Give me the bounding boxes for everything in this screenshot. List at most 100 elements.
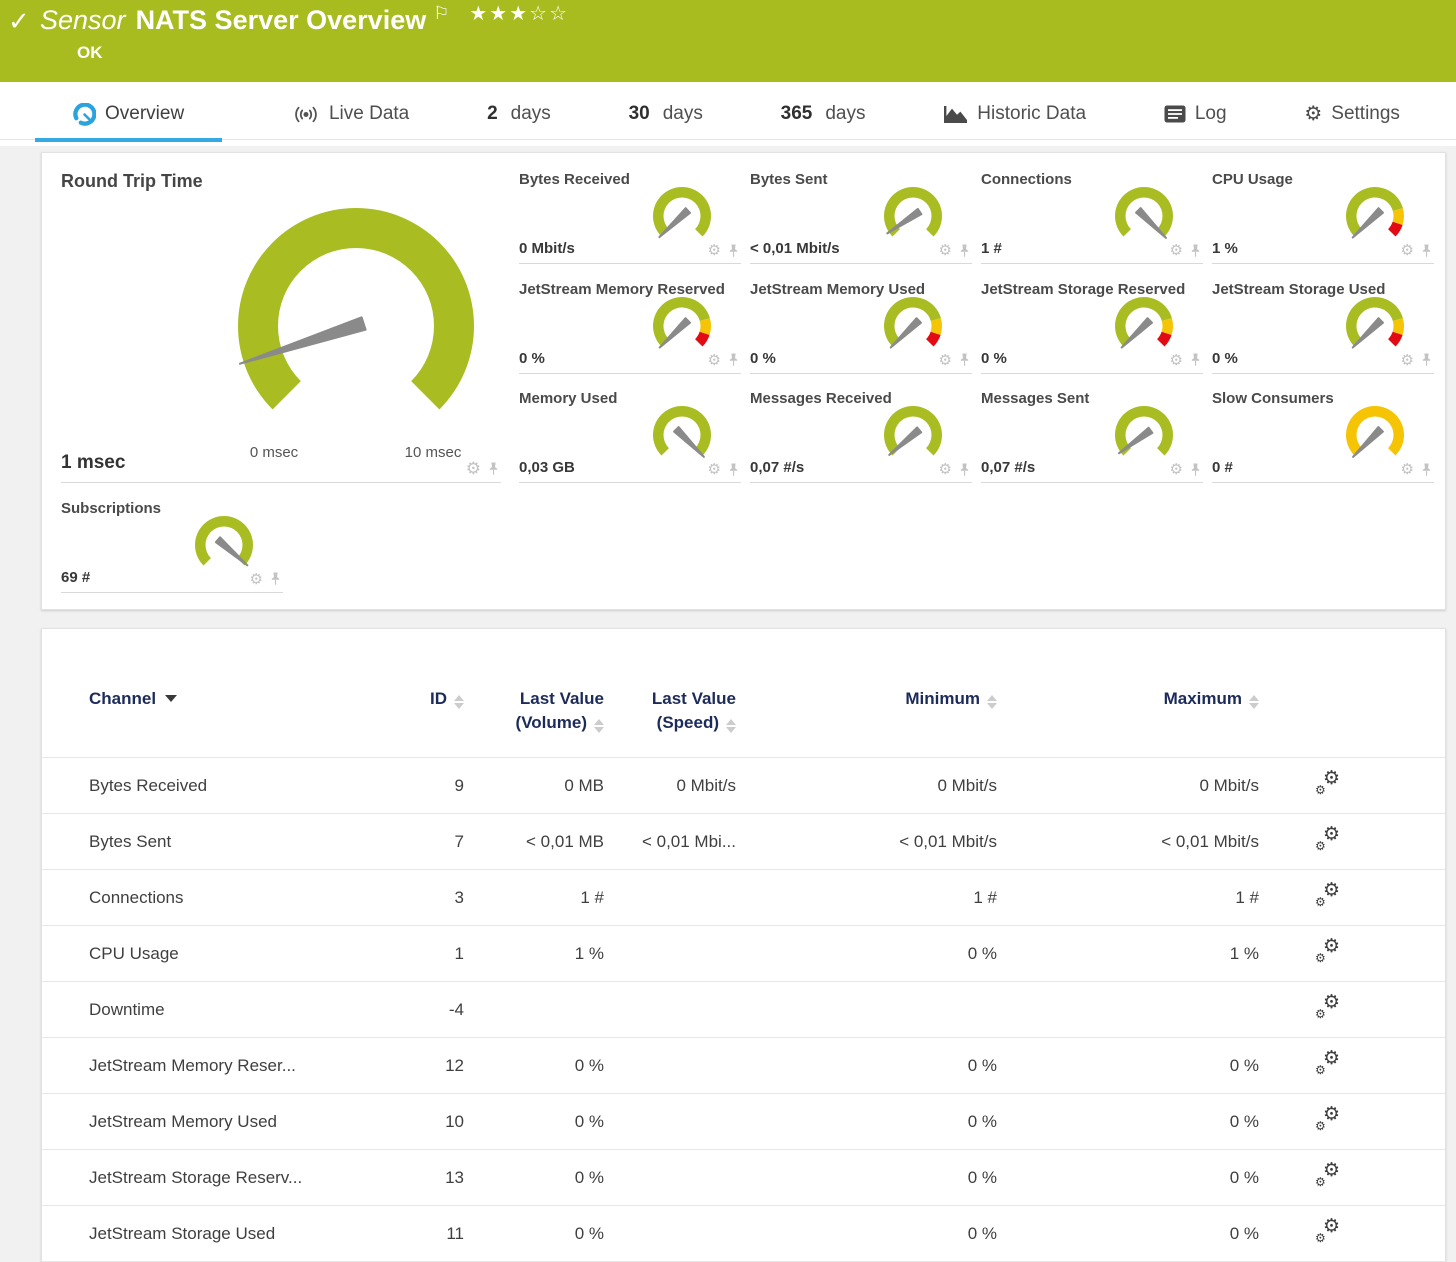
cell-actions: ⚙⚙: [1259, 1150, 1445, 1206]
pin-icon[interactable]: [488, 462, 499, 476]
channel-settings-gears-icon[interactable]: ⚙⚙: [1316, 996, 1340, 1018]
channel-gear-icon[interactable]: ⚙: [1401, 243, 1414, 258]
channel-gear-icon[interactable]: ⚙: [1170, 243, 1183, 258]
channel-gear-icon[interactable]: ⚙: [939, 353, 952, 368]
channel-gear-icon[interactable]: ⚙: [1170, 462, 1183, 477]
pin-icon[interactable]: [728, 244, 739, 258]
cell-volume: 0 %: [464, 1150, 604, 1206]
cell-volume: 0 %: [464, 1038, 604, 1094]
channel-gear-icon[interactable]: ⚙: [708, 243, 721, 258]
pin-icon[interactable]: [1190, 353, 1201, 367]
tab-365-days[interactable]: 365 days: [773, 82, 874, 146]
cell-actions: ⚙⚙: [1259, 814, 1445, 870]
pin-icon[interactable]: [1421, 353, 1432, 367]
channel-gear-icon[interactable]: ⚙: [1170, 353, 1183, 368]
tab-log[interactable]: Log: [1156, 82, 1235, 146]
cell-channel: Bytes Sent: [42, 814, 379, 870]
channel-gear-icon[interactable]: ⚙: [1401, 353, 1414, 368]
cell-volume: 1 %: [464, 926, 604, 982]
gauge-chart: [880, 405, 950, 463]
pin-icon[interactable]: [728, 463, 739, 477]
area-chart-icon: [943, 104, 968, 124]
gauge-tile-messages-sent: Messages Sent0,07 #/s⚙: [981, 390, 1203, 483]
cell-channel: Downtime: [42, 982, 379, 1038]
column-header-last-value-speed[interactable]: Last Value (Speed): [604, 681, 736, 758]
gauge-chart: [1342, 186, 1412, 244]
channel-settings-gears-icon[interactable]: ⚙⚙: [1316, 1108, 1340, 1130]
sensor-kind-label: Sensor: [40, 3, 126, 37]
channel-gear-icon[interactable]: ⚙: [708, 353, 721, 368]
gauge-chart: [1111, 296, 1181, 354]
cell-volume: 0 MB: [464, 758, 604, 814]
column-header-minimum[interactable]: Minimum: [736, 681, 997, 758]
cell-max: 1 %: [997, 926, 1259, 982]
cell-actions: ⚙⚙: [1259, 982, 1445, 1038]
cell-volume: [464, 982, 604, 1038]
gauge-title: Round Trip Time: [61, 171, 501, 192]
pin-icon[interactable]: [1190, 463, 1201, 477]
gauge-chart: [649, 405, 719, 463]
cell-min: 1 #: [736, 870, 997, 926]
sort-arrows-icon: [1249, 695, 1259, 709]
channel-gear-icon[interactable]: ⚙: [939, 243, 952, 258]
pin-icon[interactable]: [959, 463, 970, 477]
tile-actions: ⚙: [1170, 462, 1201, 477]
cell-channel: JetStream Storage Used: [42, 1206, 379, 1262]
tab-historic-data[interactable]: Historic Data: [935, 82, 1094, 146]
channel-gear-icon[interactable]: ⚙: [250, 572, 263, 587]
channel-settings-gears-icon[interactable]: ⚙⚙: [1316, 940, 1340, 962]
tab-live-data[interactable]: Live Data: [284, 82, 417, 146]
cell-max: 0 %: [997, 1206, 1259, 1262]
column-header-last-value-volume[interactable]: Last Value (Volume): [464, 681, 604, 758]
sort-caret-icon: [165, 695, 177, 702]
cell-channel: CPU Usage: [42, 926, 379, 982]
gauge-value: 0 %: [519, 350, 545, 367]
gauge-chart: [880, 186, 950, 244]
channel-settings-gears-icon[interactable]: ⚙⚙: [1316, 1164, 1340, 1186]
channel-settings-gears-icon[interactable]: ⚙⚙: [1316, 828, 1340, 850]
pin-icon[interactable]: [1190, 244, 1201, 258]
tab-label: Log: [1195, 103, 1227, 125]
cell-min: 0 %: [736, 1094, 997, 1150]
gauge-value: 1 msec: [61, 452, 125, 474]
cell-id: 12: [379, 1038, 464, 1094]
pin-icon[interactable]: [1421, 244, 1432, 258]
cell-channel: Bytes Received: [42, 758, 379, 814]
channel-gear-icon[interactable]: ⚙: [466, 460, 481, 477]
gauge-value: 0,07 #/s: [750, 459, 804, 476]
cell-max: 0 Mbit/s: [997, 758, 1259, 814]
column-header-id[interactable]: ID: [379, 681, 464, 758]
tab-30-days[interactable]: 30 days: [621, 82, 711, 146]
column-header-maximum[interactable]: Maximum: [997, 681, 1259, 758]
tile-actions: ⚙: [1170, 353, 1201, 368]
cell-id: 10: [379, 1094, 464, 1150]
gauge-value: 0,07 #/s: [981, 459, 1035, 476]
channel-settings-gears-icon[interactable]: ⚙⚙: [1316, 772, 1340, 794]
table-row: JetStream Memory Used100 %0 %0 %⚙⚙: [42, 1094, 1445, 1150]
tab-2-days[interactable]: 2 days: [479, 82, 559, 146]
channel-settings-gears-icon[interactable]: ⚙⚙: [1316, 884, 1340, 906]
pin-icon[interactable]: [1421, 463, 1432, 477]
gauge-chart: [1342, 296, 1412, 354]
channel-settings-gears-icon[interactable]: ⚙⚙: [1316, 1220, 1340, 1242]
channel-gear-icon[interactable]: ⚙: [939, 462, 952, 477]
table-row: Bytes Sent7< 0,01 MB< 0,01 Mbi...< 0,01 …: [42, 814, 1445, 870]
tab-overview[interactable]: Overview: [35, 82, 222, 146]
tile-actions: ⚙: [1401, 353, 1432, 368]
pin-icon[interactable]: [270, 572, 281, 586]
channels-table: Channel ID Last Value (Volume) Last Valu…: [42, 681, 1445, 1262]
pin-icon[interactable]: [959, 353, 970, 367]
channel-gear-icon[interactable]: ⚙: [1401, 462, 1414, 477]
tile-actions: ⚙: [939, 353, 970, 368]
gauge-value: 0 %: [750, 350, 776, 367]
pin-icon[interactable]: [728, 353, 739, 367]
channel-gear-icon[interactable]: ⚙: [708, 462, 721, 477]
column-header-actions: [1259, 681, 1445, 758]
channel-settings-gears-icon[interactable]: ⚙⚙: [1316, 1052, 1340, 1074]
pin-icon[interactable]: [959, 244, 970, 258]
flag-icon[interactable]: ⚐: [433, 4, 449, 22]
priority-stars[interactable]: ★★★☆☆: [469, 4, 569, 24]
column-header-channel[interactable]: Channel: [42, 681, 379, 758]
gauge-value: 0 %: [981, 350, 1007, 367]
tab-settings[interactable]: ⚙ Settings: [1296, 82, 1408, 146]
